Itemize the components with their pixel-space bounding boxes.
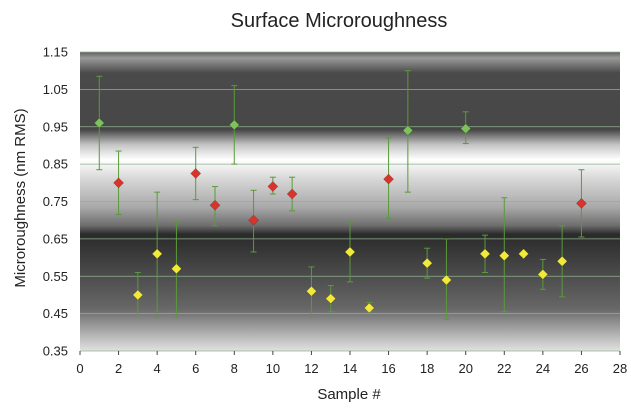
y-tick-label: 0.65 <box>43 231 68 246</box>
data-point <box>383 173 394 185</box>
y-tick-label: 0.35 <box>43 344 68 359</box>
data-point <box>113 177 124 189</box>
x-tick-label: 28 <box>613 361 627 376</box>
y-tick-label: 0.85 <box>43 157 68 172</box>
data-point <box>537 268 549 280</box>
x-tick-label: 26 <box>574 361 588 376</box>
x-tick-label: 6 <box>192 361 199 376</box>
y-tick-label: 0.75 <box>43 194 68 209</box>
data-point <box>286 188 298 200</box>
data-point <box>576 197 587 209</box>
data-point <box>363 302 375 314</box>
x-tick-label: 10 <box>266 361 280 376</box>
y-tick-label: 1.15 <box>43 45 68 60</box>
data-point <box>325 293 337 305</box>
x-tick-label: 4 <box>154 361 161 376</box>
data-point <box>248 214 259 226</box>
x-tick-label: 14 <box>343 361 357 376</box>
data-point <box>151 248 163 260</box>
y-axis: 0.35 0.45 0.55 0.65 0.75 0.85 0.95 1.05 1.15 <box>43 45 68 359</box>
y-tick-label: 0.55 <box>43 269 68 284</box>
data-point <box>228 119 240 131</box>
x-tick-label: 22 <box>497 361 511 376</box>
data-point <box>421 257 433 269</box>
data-point <box>171 263 182 275</box>
x-tick-label: 2 <box>115 361 122 376</box>
data-point <box>93 117 105 129</box>
data-point <box>132 289 144 301</box>
data-point <box>306 285 317 297</box>
data-point <box>479 248 491 260</box>
data-point <box>441 274 452 286</box>
y-tick-label: 1.05 <box>43 82 68 97</box>
chart-title: Surface Microroughness <box>231 10 448 32</box>
data-point <box>460 123 472 135</box>
x-axis: 0 2 4 6 8 10 12 14 16 18 20 22 24 26 28 <box>76 351 627 376</box>
x-tick-label: 8 <box>231 361 238 376</box>
data-point <box>518 248 529 260</box>
data-point <box>402 125 414 136</box>
x-tick-label: 24 <box>536 361 550 376</box>
data-point <box>190 168 202 179</box>
data-point <box>344 246 356 258</box>
y-axis-label: Microroughness (nm RMS) <box>12 108 29 287</box>
x-tick-label: 12 <box>304 361 318 376</box>
data-point <box>267 181 279 192</box>
data-point <box>556 255 568 267</box>
x-tick-label: 18 <box>420 361 434 376</box>
y-tick-label: 0.95 <box>43 119 68 134</box>
data-point <box>498 250 510 262</box>
y-tick-label: 0.45 <box>43 306 68 321</box>
x-tick-label: 0 <box>76 361 83 376</box>
x-axis-label: Sample # <box>317 386 381 403</box>
data-points <box>93 117 587 314</box>
x-tick-label: 20 <box>458 361 472 376</box>
data-point <box>209 199 221 211</box>
x-tick-label: 16 <box>381 361 395 376</box>
